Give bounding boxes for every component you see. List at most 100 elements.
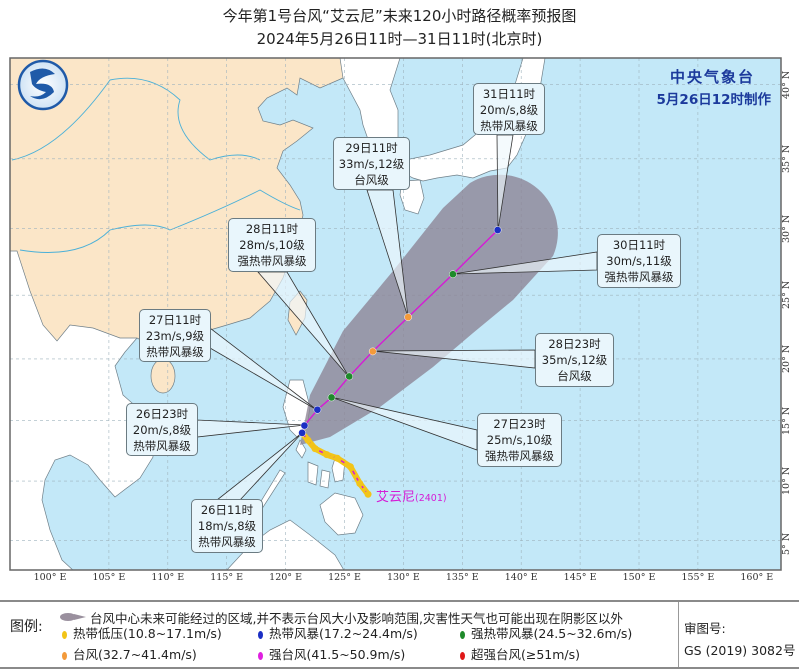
legend-item-super-typhoon: 超强台风(≥51m/s) <box>460 644 580 663</box>
typhoon-name-label: 艾云尼(2401) <box>376 486 447 505</box>
latitude-label: 30° N <box>781 214 792 243</box>
typhoon-name: 艾云尼 <box>376 490 416 505</box>
callout-wind: 35m/s,12级 <box>541 353 608 367</box>
forecast-point[interactable] <box>493 226 502 234</box>
callout-grade: 热带风暴级 <box>146 345 204 359</box>
forecast-point[interactable] <box>300 421 309 430</box>
legend-label: 强台风(41.5~50.9m/s) <box>269 647 406 662</box>
forecast-point[interactable] <box>368 347 377 356</box>
issue-time: 5月26日12时制作 <box>656 92 771 108</box>
callout-wind: 30m/s,11级 <box>606 254 672 268</box>
longitude-label: 150° E <box>622 572 656 583</box>
forecast-point[interactable] <box>345 372 354 381</box>
forecast-point[interactable] <box>298 429 306 437</box>
forecast-point[interactable] <box>327 393 336 402</box>
callout-time: 27日23时 <box>493 417 546 431</box>
longitude-label: 110° E <box>151 572 185 583</box>
longitude-label: 145° E <box>563 572 597 583</box>
legend-divider <box>678 602 679 667</box>
latitude-label: 25° N <box>781 280 792 310</box>
legend-dot-icon <box>258 651 263 660</box>
longitude-label: 120° E <box>269 572 303 583</box>
legend-dot-icon <box>258 630 263 639</box>
callout-pointers <box>196 134 598 501</box>
callout-wind: 28m/s,10级 <box>239 238 305 252</box>
legend-dot-icon <box>460 651 465 660</box>
legend-cone-icon-tail <box>74 614 86 620</box>
hainan <box>150 358 176 394</box>
past-track-point <box>356 479 364 487</box>
latitude-label: 40° N <box>781 70 792 99</box>
callout-grade: 强热带风暴级 <box>604 270 674 284</box>
legend-label: 热带风暴(17.2~24.4m/s) <box>269 626 418 641</box>
china-land <box>10 58 344 394</box>
pointer-28-11 <box>257 271 350 378</box>
callout-time: 26日23时 <box>135 407 189 421</box>
forecast-point[interactable] <box>404 313 412 321</box>
longitude-label: 100° E <box>33 572 67 583</box>
callout-time: 29日11时 <box>345 141 398 155</box>
callout-time: 28日23时 <box>548 337 601 351</box>
approval-label: 审图号: <box>684 621 726 636</box>
callout-time: 30日11时 <box>612 238 666 252</box>
callout-wind: 23m/s,9级 <box>145 329 205 343</box>
longitude-label: 105° E <box>92 572 126 583</box>
forecast-callout: 28日11时 28m/s,10级 强热带风暴级 <box>228 218 316 272</box>
legend-label: 超强台风(≥51m/s) <box>471 647 581 662</box>
legend-label: 强热带风暴(24.5~32.6m/s) <box>471 626 633 641</box>
longitude-label: 140° E <box>504 572 538 583</box>
longitude-label: 115° E <box>210 572 244 583</box>
forecast-callout: 27日11时 23m/s,9级 热带风暴级 <box>139 309 211 362</box>
callout-grade: 热带风暴级 <box>480 119 538 133</box>
forecast-point[interactable] <box>313 405 322 414</box>
forecast-callout: 28日23时 35m/s,12级 台风级 <box>535 333 614 387</box>
latitude-label: 15° N <box>781 406 792 435</box>
callout-time: 26日11时 <box>200 503 254 517</box>
legend-title: 图例: <box>10 619 43 635</box>
legend-label: 台风(32.7~41.4m/s) <box>73 647 197 662</box>
callout-wind: 25m/s,10级 <box>486 433 553 447</box>
legend-dot-icon <box>62 651 67 660</box>
typhoon-code: (2401) <box>415 493 447 504</box>
forecast-callout: 27日23时 25m/s,10级 强热带风暴级 <box>477 413 562 467</box>
legend-item-tropical-storm: 热带风暴(17.2~24.4m/s) <box>258 623 418 642</box>
mindanao <box>319 492 364 536</box>
callout-grade: 强热带风暴级 <box>485 449 554 463</box>
legend-cone-icon <box>60 613 76 621</box>
callout-grade: 热带风暴级 <box>133 439 191 453</box>
latitude-label: 10° N <box>781 466 792 496</box>
past-track-point <box>323 451 331 459</box>
legend-item-tropical-depression: 热带低压(10.8~17.1m/s) <box>62 623 222 642</box>
callout-grade: 热带风暴级 <box>198 535 256 549</box>
agency-name: 中央气象台 <box>669 68 755 86</box>
map-title: 今年第1号台风“艾云尼”未来120小时路径概率预报图 <box>222 7 577 25</box>
map-subtitle: 2024年5月26日11时—31日11时(北京时) <box>256 30 543 48</box>
callout-wind: 20m/s,8级 <box>132 423 192 437</box>
forecast-point[interactable] <box>449 270 457 279</box>
callout-grade: 台风级 <box>557 369 592 383</box>
past-track-point <box>311 445 319 453</box>
latitude-label: 5° N <box>781 532 792 555</box>
past-track-point <box>364 490 372 498</box>
callout-wind: 18m/s,8级 <box>197 519 257 533</box>
legend-dot-icon <box>62 630 67 639</box>
latitude-label: 20° N <box>781 344 792 373</box>
callout-time: 27日11时 <box>148 313 202 327</box>
pointer-29-11 <box>366 189 409 318</box>
forecast-callout: 26日11时 18m/s,8级 热带风暴级 <box>191 499 263 553</box>
past-track-point <box>333 454 341 462</box>
callout-time: 31日11时 <box>482 87 536 101</box>
past-track-point <box>346 463 354 471</box>
callout-wind: 33m/s,12级 <box>338 157 405 171</box>
legend-item-typhoon: 台风(32.7~41.4m/s) <box>62 644 197 663</box>
rivers <box>11 77 301 253</box>
legend-cone-text: 台风中心未来可能经过的区域,并不表示台风大小及影响范围,灾害性天气也可能出现在阴… <box>90 611 623 626</box>
callout-grade: 台风级 <box>354 173 389 187</box>
map-frame <box>9 57 782 571</box>
past-track-point <box>304 436 312 444</box>
callout-grade: 强热带风暴级 <box>237 254 307 268</box>
longitude-label: 130° E <box>386 572 420 583</box>
longitude-label: 160° E <box>740 572 774 583</box>
longitude-label: 125° E <box>328 572 361 583</box>
legend-label: 热带低压(10.8~17.1m/s) <box>73 626 222 641</box>
